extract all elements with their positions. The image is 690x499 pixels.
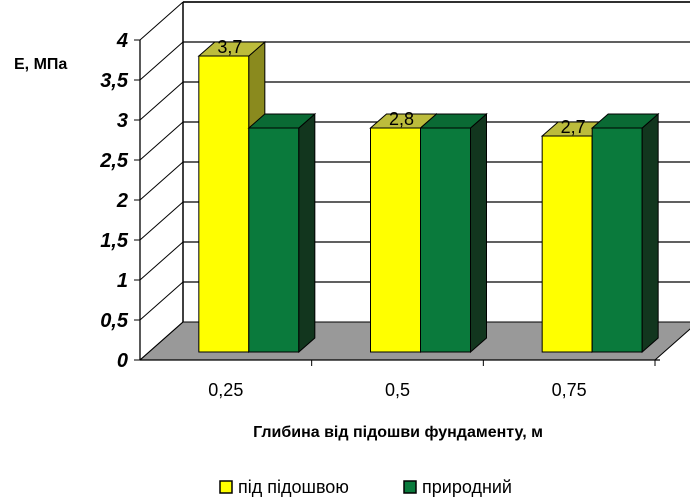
side-wall-line bbox=[139, 321, 184, 361]
y-tick-label: 3,5 bbox=[100, 70, 129, 92]
data-label: 2,7 bbox=[561, 117, 586, 137]
bar-side bbox=[641, 112, 659, 354]
data-label: 2,8 bbox=[389, 109, 414, 129]
legend-label-series-1: під підошвою bbox=[238, 477, 349, 497]
y-tick-label: 3 bbox=[117, 110, 128, 132]
y-tick-label: 1 bbox=[117, 270, 128, 292]
bar-side bbox=[298, 112, 316, 354]
bar-top bbox=[247, 113, 317, 129]
y-tick-label: 0 bbox=[117, 350, 128, 372]
y-tick-label: 2 bbox=[116, 190, 128, 212]
legend: під підошвою природний bbox=[219, 477, 512, 497]
bar-front bbox=[370, 127, 421, 353]
side-wall-line bbox=[139, 201, 184, 241]
y-tick-label: 1,5 bbox=[100, 230, 129, 252]
x-tick-label: 0,75 bbox=[552, 380, 587, 400]
bar-2 bbox=[247, 112, 317, 354]
y-tick-label: 4 bbox=[116, 30, 128, 52]
bar-top bbox=[590, 113, 660, 129]
bar-2 bbox=[590, 112, 660, 354]
x-tick-label: 0,5 bbox=[385, 380, 410, 400]
bar-side bbox=[470, 112, 487, 354]
side-wall-line bbox=[139, 121, 184, 161]
x-tick-label: 0,25 bbox=[208, 380, 243, 400]
side-wall-line bbox=[139, 1, 184, 41]
bar-front bbox=[541, 135, 593, 353]
bar-front bbox=[420, 127, 471, 353]
bar-front bbox=[248, 127, 300, 353]
side-wall-line bbox=[139, 281, 184, 321]
x-axis-title: Глибина від підошви фундаменту, м bbox=[253, 424, 543, 441]
bar-top bbox=[197, 41, 267, 57]
legend-label-series-2: природний bbox=[422, 477, 512, 497]
side-wall-line bbox=[139, 41, 184, 81]
y-tick-label: 0,5 bbox=[100, 310, 129, 332]
y-tick-label: 2,5 bbox=[99, 150, 129, 172]
bar-front bbox=[198, 55, 250, 353]
y-tick-labels: 0 0,5 1 1,5 2 2,5 3 3,5 4 bbox=[99, 30, 129, 372]
bars bbox=[197, 40, 660, 354]
side-wall-line bbox=[139, 81, 184, 121]
axes bbox=[134, 39, 660, 366]
bar-2 bbox=[419, 112, 488, 354]
side-wall-line bbox=[139, 161, 184, 201]
legend-swatch-series-1 bbox=[219, 480, 233, 494]
bar-top bbox=[419, 113, 488, 129]
side-wall-line bbox=[139, 241, 184, 281]
x-tick-labels: 0,25 0,5 0,75 bbox=[208, 380, 586, 400]
bar-front bbox=[591, 127, 643, 353]
y-axis-title: E, МПа bbox=[14, 56, 67, 73]
data-labels: 3,7 2,8 2,7 bbox=[217, 37, 585, 137]
legend-swatch-series-2 bbox=[403, 480, 417, 494]
data-label: 3,7 bbox=[217, 37, 242, 57]
